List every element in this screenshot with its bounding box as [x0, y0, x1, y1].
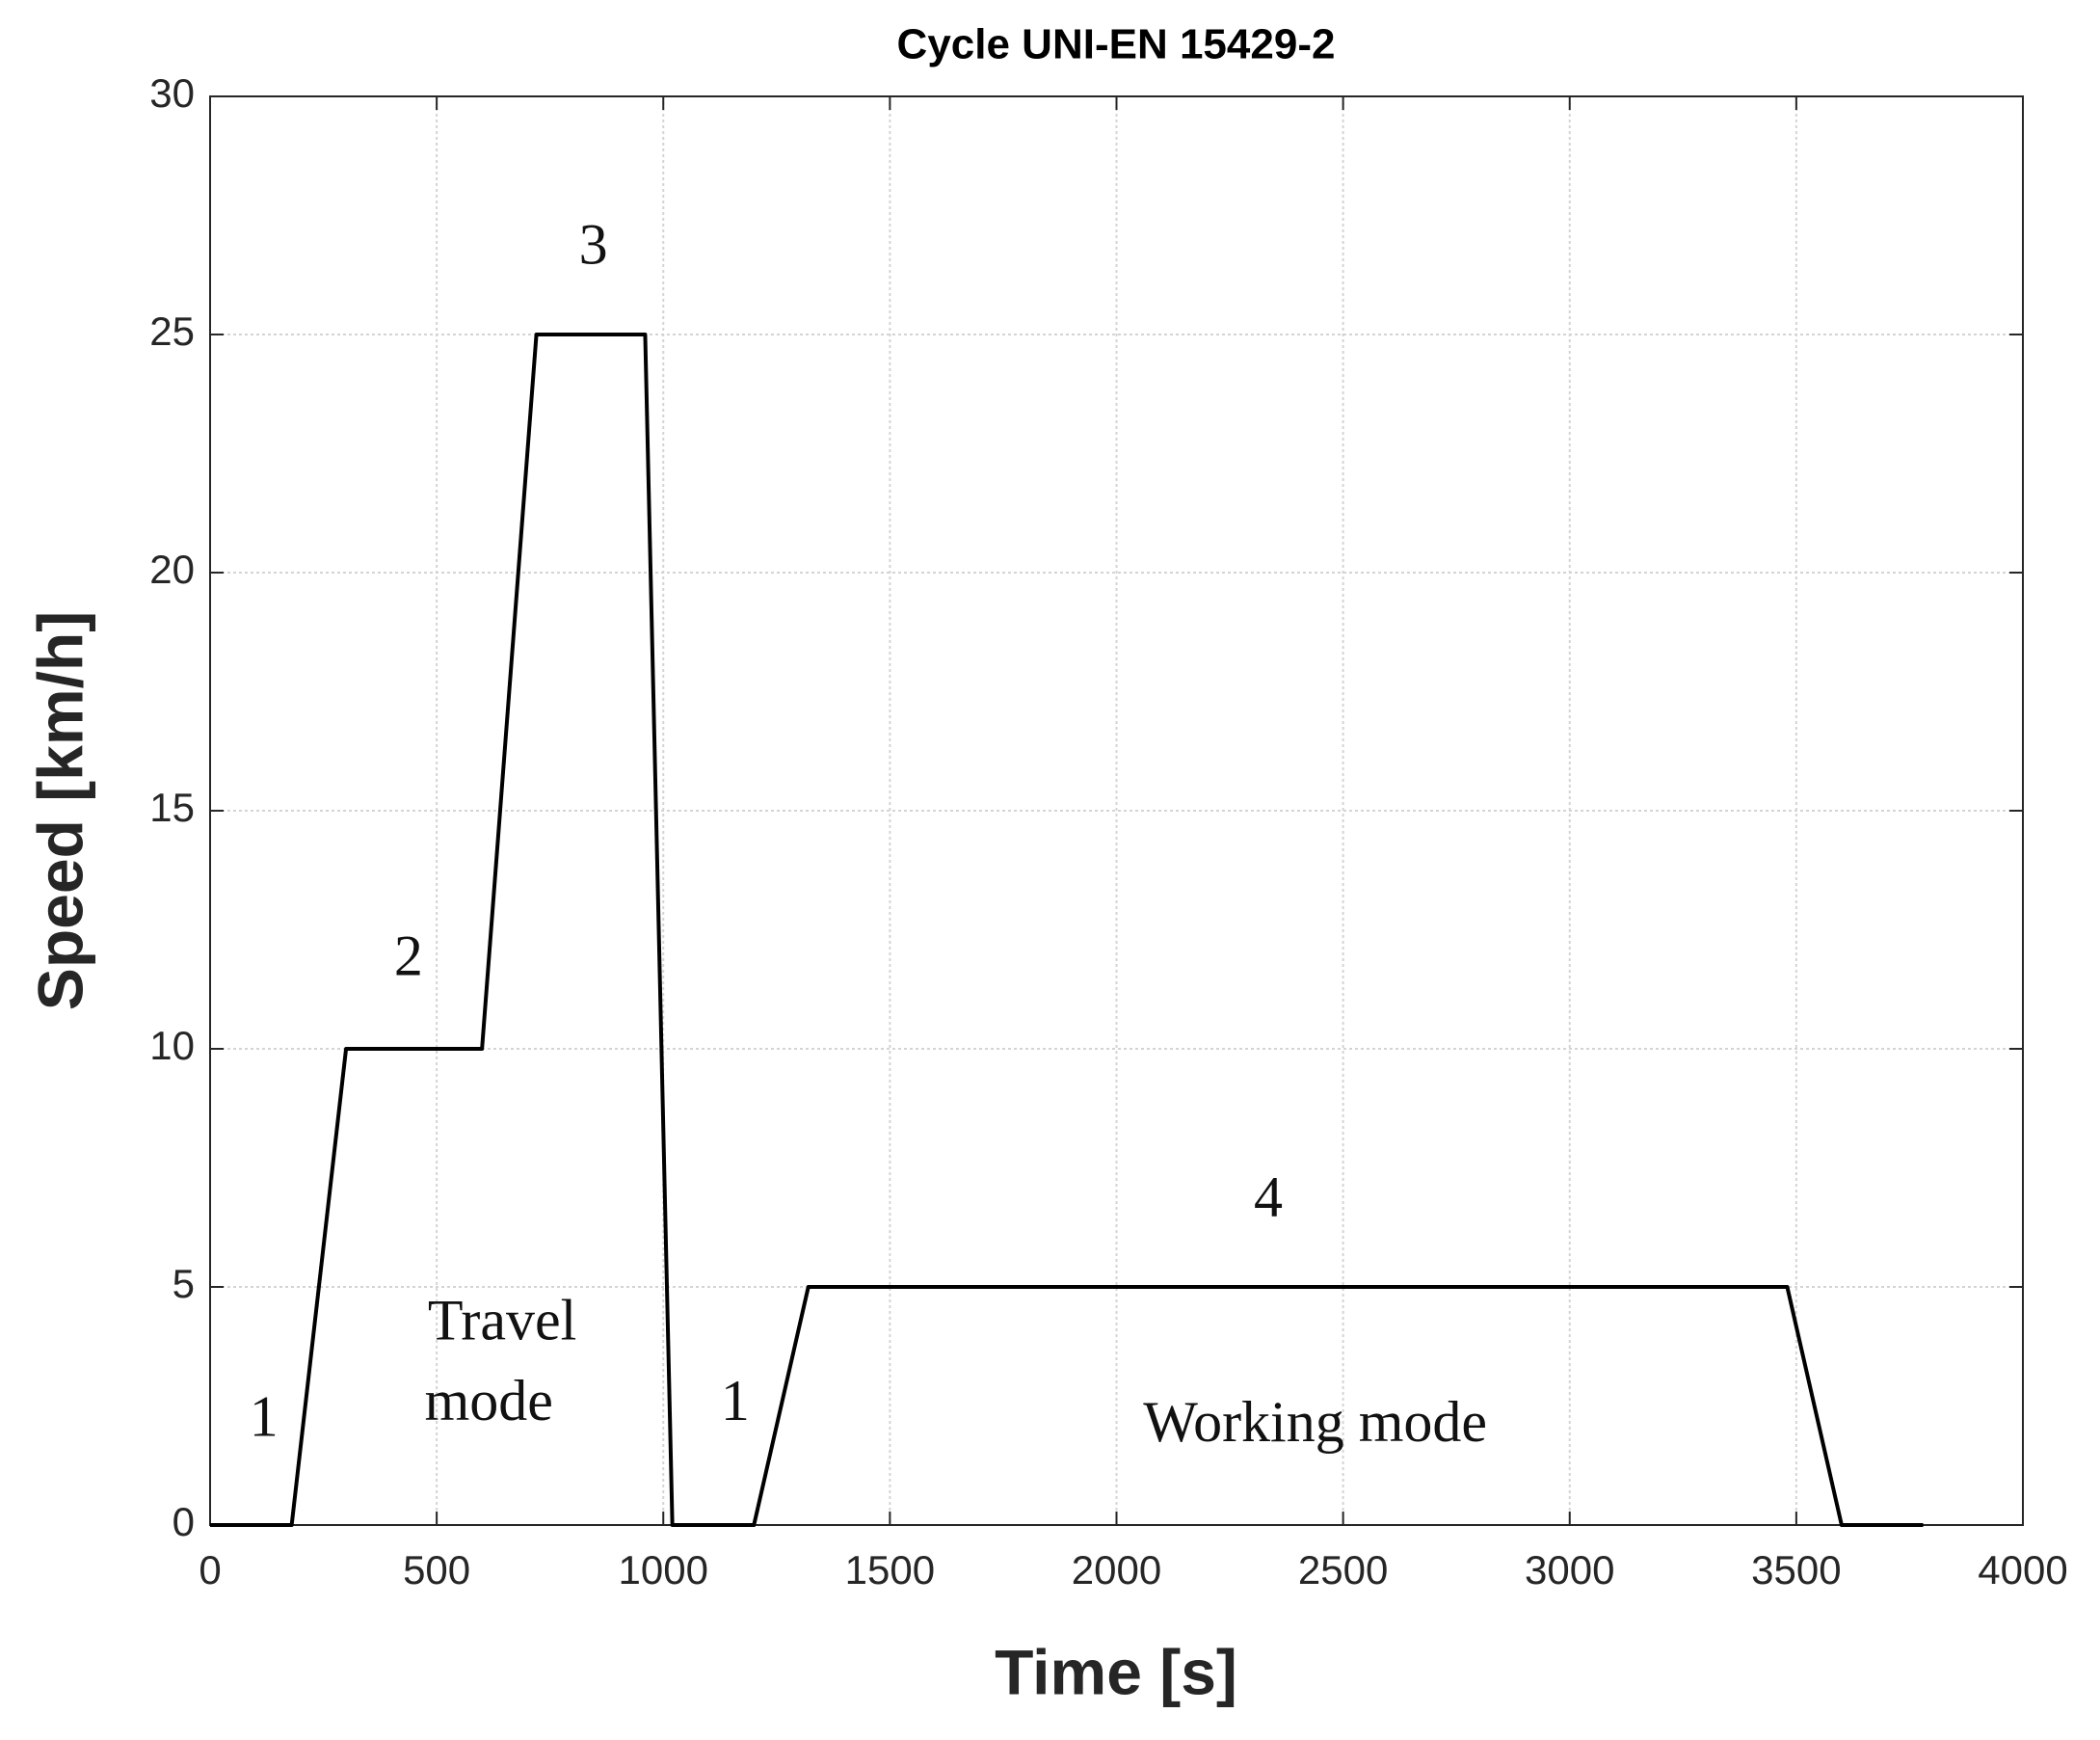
y-tick-label: 15	[149, 785, 195, 830]
annotation: 3	[579, 213, 608, 277]
x-tick-label: 3500	[1751, 1547, 1841, 1593]
x-tick-label: 0	[199, 1547, 221, 1593]
y-tick-label: 25	[149, 308, 195, 354]
data-line	[210, 333, 1924, 1527]
x-tick-label: 2500	[1298, 1547, 1388, 1593]
y-axis-label: Speed [km/h]	[24, 611, 95, 1010]
annotation: 1	[721, 1369, 750, 1432]
x-tick-label: 1500	[845, 1547, 935, 1593]
annotation: 2	[394, 924, 423, 988]
y-tick-label: 10	[149, 1023, 195, 1068]
y-tick-label: 20	[149, 547, 195, 592]
x-tick-label: 3000	[1525, 1547, 1614, 1593]
annotation: mode	[425, 1369, 553, 1432]
x-axis-label: Time [s]	[995, 1636, 1237, 1707]
x-tick-label: 2000	[1072, 1547, 1161, 1593]
y-tick-label: 0	[173, 1499, 195, 1544]
annotation: 1	[250, 1385, 279, 1449]
chart-title: Cycle UNI-EN 15429-2	[897, 21, 1336, 68]
x-tick-label: 500	[403, 1547, 470, 1593]
y-tick-label: 30	[149, 70, 195, 116]
annotation: Travel	[428, 1289, 576, 1352]
plot-frame	[209, 95, 2024, 1526]
x-tick-label: 4000	[1978, 1547, 2067, 1593]
y-tick-label: 5	[173, 1261, 195, 1306]
x-tick-label: 1000	[619, 1547, 708, 1593]
annotation: 4	[1254, 1165, 1283, 1229]
annotation: Working mode	[1143, 1390, 1487, 1454]
